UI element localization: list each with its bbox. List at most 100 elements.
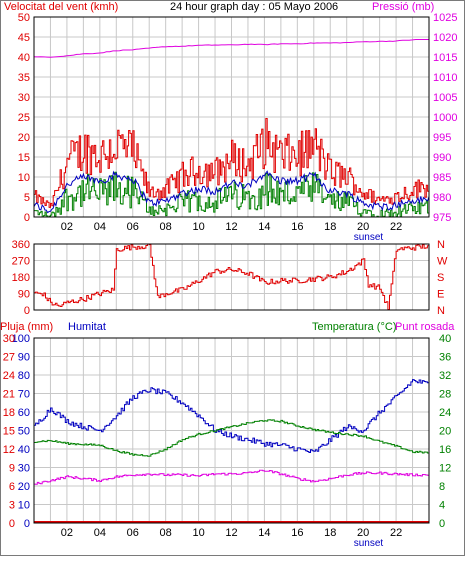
rain-axis-title: Pluja (mm) xyxy=(0,321,53,333)
wind-low-line xyxy=(34,171,430,218)
dewpoint-axis-title: Punt rosada xyxy=(395,321,455,333)
direction-left-tick-label: 360 xyxy=(12,239,30,251)
wind-x-tick-label: 02 xyxy=(61,221,73,233)
rain-left-tick-label: 9 xyxy=(9,463,15,475)
pressure-right-tick-label: 1000 xyxy=(433,112,457,124)
wind-axis-title: Velocitat del vent (kmh) xyxy=(4,1,118,13)
rain-left-tick-label: 30 xyxy=(3,333,15,345)
rain-left-tick-label: 27 xyxy=(3,352,15,364)
temperature-right-tick-label: 32 xyxy=(439,370,451,382)
climate-x-tick-label: 04 xyxy=(94,527,106,539)
direction-left-tick-label: 90 xyxy=(18,289,30,301)
wind-left-tick-label: 15 xyxy=(18,152,30,164)
humidity-left-tick-label: 40 xyxy=(18,444,30,456)
humidity-left-tick-label: 30 xyxy=(18,463,30,475)
rain-left-tick-label: 6 xyxy=(9,481,15,493)
humidity-left-tick-label: 10 xyxy=(18,500,30,512)
direction-left-tick-label: 180 xyxy=(12,272,30,284)
humidity-left-tick-label: 100 xyxy=(12,333,30,345)
wind-x-tick-label: 20 xyxy=(357,221,369,233)
humidity-left-tick-label: 60 xyxy=(18,407,30,419)
pressure-axis-title: Pressió (mb) xyxy=(372,1,434,13)
climate-x-tick-label: 22 xyxy=(390,527,402,539)
wind-left-tick-label: 30 xyxy=(18,92,30,104)
wind-left-tick-label: 5 xyxy=(24,192,30,204)
direction-left-tick-label: 0 xyxy=(24,305,30,317)
humidity-left-tick-label: 50 xyxy=(18,426,30,438)
pressure-right-tick-label: 1010 xyxy=(433,72,457,84)
climate-x-tick-label: 16 xyxy=(291,527,303,539)
temperature-right-tick-label: 20 xyxy=(439,426,451,438)
rain-left-tick-label: 18 xyxy=(3,407,15,419)
rain-left-tick-label: 0 xyxy=(9,518,15,530)
wind-gust-line xyxy=(34,118,430,208)
direction-right-tick-label: N xyxy=(437,239,445,251)
humidity-left-tick-label: 90 xyxy=(18,352,30,364)
direction-right-tick-label: W xyxy=(437,256,448,268)
humidity-left-tick-label: 70 xyxy=(18,389,30,401)
temperature-right-tick-label: 24 xyxy=(439,407,451,419)
rain-left-tick-label: 15 xyxy=(3,426,15,438)
pressure-right-tick-label: 1020 xyxy=(433,32,457,44)
pressure-right-tick-label: 1025 xyxy=(433,12,457,24)
wind-left-tick-label: 45 xyxy=(18,32,30,44)
climate-x-tick-label: 08 xyxy=(160,527,172,539)
wind-left-tick-label: 20 xyxy=(18,132,30,144)
temperature-right-tick-label: 12 xyxy=(439,463,451,475)
wind-left-tick-label: 0 xyxy=(24,212,30,224)
climate-frame xyxy=(33,337,430,524)
climate-x-tick-label: 02 xyxy=(61,527,73,539)
temperature-right-tick-label: 36 xyxy=(439,352,451,364)
wind-x-tick-label: 10 xyxy=(192,221,204,233)
wind-x-tick-label: 16 xyxy=(291,221,303,233)
climate-x-tick-label: 14 xyxy=(258,527,270,539)
climate-x-tick-label: 18 xyxy=(324,527,336,539)
temperature-right-tick-label: 4 xyxy=(439,500,445,512)
humidity-line xyxy=(34,379,430,453)
wind-direction-line xyxy=(34,243,430,310)
direction-right-tick-label: S xyxy=(437,272,444,284)
chart-panels: 0510152025303540455097598098599099510001… xyxy=(3,12,458,549)
direction-right-tick-label: E xyxy=(437,289,444,301)
wind-x-tick-label: 08 xyxy=(160,221,172,233)
climate-x-tick-label: 12 xyxy=(225,527,237,539)
wind-left-tick-label: 50 xyxy=(18,12,30,24)
wind-left-tick-label: 25 xyxy=(18,112,30,124)
wind-x-tick-label: 18 xyxy=(324,221,336,233)
wind-x-tick-label: 06 xyxy=(127,221,139,233)
pressure-right-tick-label: 995 xyxy=(433,132,451,144)
pressure-right-tick-label: 990 xyxy=(433,152,451,164)
pressure-right-tick-label: 980 xyxy=(433,192,451,204)
humidity-left-tick-label: 0 xyxy=(24,518,30,530)
rain-left-tick-label: 3 xyxy=(9,500,15,512)
temperature-line xyxy=(34,419,430,457)
wind-average-line xyxy=(33,170,430,214)
temperature-right-tick-label: 0 xyxy=(439,518,445,530)
chart-title: 24 hour graph day : 05 Mayo 2006 xyxy=(170,1,338,13)
rain-left-tick-label: 24 xyxy=(3,370,15,382)
temperature-right-tick-label: 16 xyxy=(439,444,451,456)
wind-left-tick-label: 35 xyxy=(18,72,30,84)
wind-left-tick-label: 40 xyxy=(18,52,30,64)
humidity-left-tick-label: 80 xyxy=(18,370,30,382)
temperature-right-tick-label: 40 xyxy=(439,333,451,345)
temperature-right-tick-label: 28 xyxy=(439,389,451,401)
pressure-right-tick-label: 975 xyxy=(433,212,451,224)
wind-x-tick-label: 22 xyxy=(390,221,402,233)
rain-left-tick-label: 12 xyxy=(3,444,15,456)
climate-x-tick-label: 10 xyxy=(192,527,204,539)
wind-x-tick-label: 04 xyxy=(94,221,106,233)
wind-x-tick-label: 14 xyxy=(258,221,270,233)
temperature-axis-title: Temperatura (°C) xyxy=(312,321,396,333)
pressure-right-tick-label: 1005 xyxy=(433,92,457,104)
rain-left-tick-label: 21 xyxy=(3,389,15,401)
climate-x-tick-label: 20 xyxy=(357,527,369,539)
pressure-line xyxy=(33,39,429,58)
climate-sunset-label: sunset xyxy=(354,538,384,549)
direction-frame xyxy=(33,243,430,311)
temperature-right-tick-label: 8 xyxy=(439,481,445,493)
pressure-right-tick-label: 1015 xyxy=(433,52,457,64)
pressure-right-tick-label: 985 xyxy=(433,172,451,184)
